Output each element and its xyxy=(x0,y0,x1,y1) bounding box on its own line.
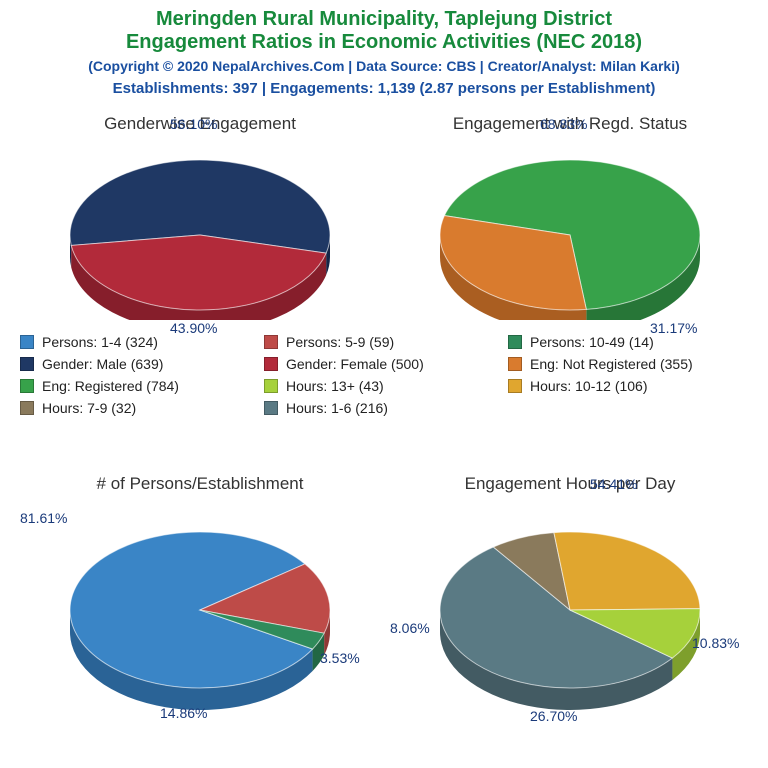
legend-item: Hours: 13+ (43) xyxy=(264,378,504,394)
legend-swatch xyxy=(264,401,278,415)
legend-item: Persons: 5-9 (59) xyxy=(264,334,504,350)
chart-regd-pct-label: 68.83% xyxy=(540,116,587,132)
legend-item: Persons: 10-49 (14) xyxy=(508,334,748,350)
legend-label: Persons: 10-49 (14) xyxy=(530,334,654,350)
legend-swatch xyxy=(264,335,278,349)
legend-item: Hours: 1-6 (216) xyxy=(264,400,504,416)
chart-persons: # of Persons/Establishment81.61%14.86%3.… xyxy=(30,480,370,720)
chart-hours-svg xyxy=(400,480,740,720)
chart-persons-pct-label: 3.53% xyxy=(320,650,360,666)
title-line1: Meringden Rural Municipality, Taplejung … xyxy=(0,8,768,31)
chart-gender-pct-label: 56.10% xyxy=(170,116,217,132)
chart-hours-slice xyxy=(554,532,700,610)
chart-gender: Genderwise Engagement56.10%43.90% xyxy=(30,120,370,320)
chart-gender-svg xyxy=(30,120,370,320)
legend-item: Hours: 7-9 (32) xyxy=(20,400,260,416)
chart-hours: Engagement Hours per Day54.41%8.06%26.70… xyxy=(400,480,740,720)
legend-label: Eng: Not Registered (355) xyxy=(530,356,693,372)
legend-item: Persons: 1-4 (324) xyxy=(20,334,260,350)
legend-item: Hours: 10-12 (106) xyxy=(508,378,748,394)
legend-label: Gender: Female (500) xyxy=(286,356,424,372)
legend-label: Persons: 5-9 (59) xyxy=(286,334,394,350)
chart-persons-pct-label: 81.61% xyxy=(20,510,67,526)
legend-item: Eng: Registered (784) xyxy=(20,378,260,394)
legend-swatch xyxy=(20,379,34,393)
legend-swatch xyxy=(508,357,522,371)
legend-item: Gender: Male (639) xyxy=(20,356,260,372)
legend-swatch xyxy=(508,379,522,393)
chart-hours-pct-label: 8.06% xyxy=(390,620,430,636)
chart-persons-pct-label: 14.86% xyxy=(160,705,207,721)
chart-persons-svg xyxy=(30,480,370,720)
legend-label: Eng: Registered (784) xyxy=(42,378,179,394)
legend-label: Hours: 13+ (43) xyxy=(286,378,384,394)
legend-swatch xyxy=(20,357,34,371)
legend-label: Hours: 1-6 (216) xyxy=(286,400,388,416)
chart-regd-svg xyxy=(400,120,740,320)
chart-regd: Engagement with Regd. Status68.83%31.17% xyxy=(400,120,740,320)
legend-swatch xyxy=(20,401,34,415)
legend-label: Hours: 7-9 (32) xyxy=(42,400,136,416)
legend-label: Gender: Male (639) xyxy=(42,356,163,372)
stats-line: Establishments: 397 | Engagements: 1,139… xyxy=(0,80,768,97)
chart-hours-pct-label: 26.70% xyxy=(530,708,577,724)
title-line2: Engagement Ratios in Economic Activities… xyxy=(0,31,768,54)
legend-label: Hours: 10-12 (106) xyxy=(530,378,648,394)
chart-hours-pct-label: 54.41% xyxy=(590,476,637,492)
legend-item: Gender: Female (500) xyxy=(264,356,504,372)
header: Meringden Rural Municipality, Taplejung … xyxy=(0,0,768,97)
legend-swatch xyxy=(508,335,522,349)
copyright: (Copyright © 2020 NepalArchives.Com | Da… xyxy=(0,58,768,74)
chart-hours-pct-label: 10.83% xyxy=(692,635,739,651)
legend-swatch xyxy=(264,357,278,371)
legend-item: Eng: Not Registered (355) xyxy=(508,356,748,372)
legend-swatch xyxy=(20,335,34,349)
legend-label: Persons: 1-4 (324) xyxy=(42,334,158,350)
legend: Persons: 1-4 (324) Persons: 5-9 (59) Perso… xyxy=(20,334,748,416)
legend-swatch xyxy=(264,379,278,393)
